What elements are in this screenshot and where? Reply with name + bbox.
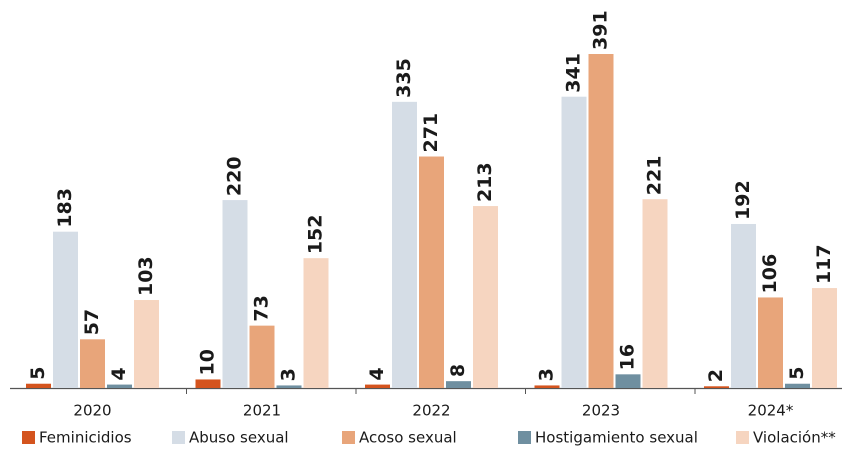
value-label: 57: [81, 309, 103, 335]
legend-swatch: [172, 431, 185, 444]
legend-label: Feminicidios: [39, 429, 132, 447]
bar: [107, 384, 132, 388]
bar: [392, 101, 417, 389]
value-label: 192: [732, 180, 754, 220]
bar: [365, 384, 390, 388]
bar: [249, 325, 275, 388]
value-label: 10: [197, 349, 219, 375]
bar: [222, 200, 248, 388]
value-label: 391: [590, 10, 612, 50]
x-tick-label: 2024*: [748, 402, 794, 420]
value-label: 183: [54, 188, 76, 228]
value-label: 341: [563, 53, 585, 93]
bar: [758, 297, 783, 388]
legend-label: Hostigamiento sexual: [535, 429, 698, 447]
bar: [446, 381, 471, 388]
bar: [26, 383, 51, 388]
legend-label: Violación**: [753, 429, 836, 447]
bar: [534, 385, 560, 388]
bar: [615, 374, 641, 388]
legend-swatch: [22, 431, 35, 444]
legend-swatch: [518, 431, 531, 444]
legend-swatch: [736, 431, 749, 444]
bar: [53, 231, 78, 388]
value-label: 16: [617, 344, 639, 370]
x-tick-label: 2023: [582, 402, 620, 420]
value-label: 220: [224, 156, 246, 196]
bar: [561, 96, 587, 388]
value-label: 271: [420, 113, 442, 153]
value-label: 152: [305, 214, 327, 254]
bar: [588, 54, 614, 388]
legend-label: Acoso sexual: [359, 429, 457, 447]
value-label: 335: [393, 58, 415, 98]
value-label: 3: [278, 368, 300, 381]
bar: [731, 223, 756, 388]
x-tick-label: 2020: [73, 402, 111, 420]
bar: [704, 386, 729, 388]
value-label: 5: [27, 366, 49, 379]
bar: [785, 383, 810, 388]
x-tick-label: 2022: [412, 402, 450, 420]
value-label: 213: [474, 162, 496, 202]
legend-swatch: [342, 431, 355, 444]
value-label: 106: [759, 254, 781, 294]
value-label: 103: [135, 256, 157, 296]
bar: [134, 300, 159, 388]
bar: [80, 339, 105, 388]
value-label: 4: [366, 367, 388, 380]
bar: [195, 379, 221, 388]
value-label: 4: [108, 367, 130, 380]
legend-label: Abuso sexual: [189, 429, 289, 447]
bar: [473, 206, 498, 388]
value-label: 117: [813, 244, 835, 284]
value-label: 5: [786, 366, 808, 379]
bar: [419, 156, 444, 388]
value-label: 73: [251, 295, 273, 321]
value-label: 2: [705, 369, 727, 382]
bar: [303, 258, 329, 388]
value-label: 221: [644, 156, 666, 196]
value-label: 3: [536, 368, 558, 381]
bar: [276, 385, 302, 388]
x-tick-label: 2021: [243, 402, 281, 420]
bar: [812, 288, 837, 388]
bar: [642, 199, 668, 388]
value-label: 8: [447, 364, 469, 377]
